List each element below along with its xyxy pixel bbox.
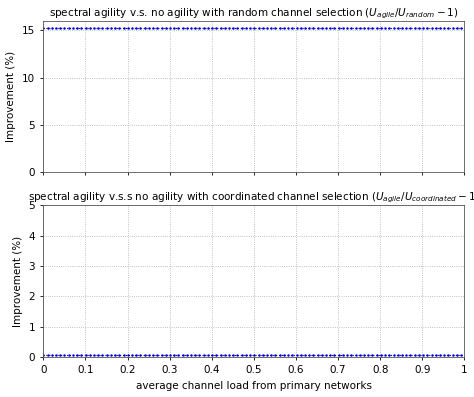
X-axis label: average channel load from primary networks: average channel load from primary networ…: [136, 381, 372, 391]
Y-axis label: Improvement (%): Improvement (%): [6, 51, 16, 142]
Title: spectral agility v.s. no agility with random channel selection ($U_{agile}/U_{ra: spectral agility v.s. no agility with ra…: [49, 6, 459, 21]
Y-axis label: Improvement (%): Improvement (%): [13, 235, 23, 327]
Title: spectral agility v.s.s no agility with coordinated channel selection ($U_{agile}: spectral agility v.s.s no agility with c…: [28, 191, 474, 205]
